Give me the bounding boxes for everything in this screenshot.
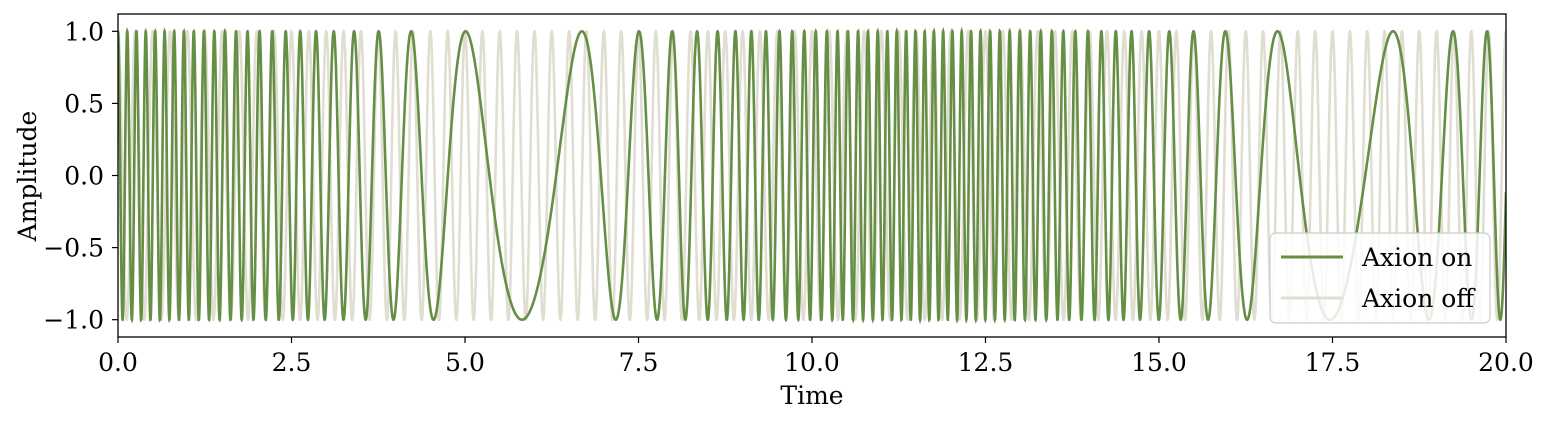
- y-tick-label: 0.5: [64, 89, 104, 118]
- x-tick-label: 7.5: [619, 348, 659, 377]
- legend-label-axion-on: Axion on: [1361, 243, 1472, 272]
- x-tick-label: 2.5: [272, 348, 312, 377]
- x-tick-label: 10.0: [784, 348, 840, 377]
- legend-label-axion-off: Axion off: [1361, 284, 1476, 313]
- y-axis: 1.0 0.5 0.0 −0.5 −1.0: [43, 17, 118, 335]
- x-tick-label: 12.5: [958, 348, 1014, 377]
- y-tick-label: 1.0: [64, 17, 104, 46]
- x-axis: 0.0 2.5 5.0 7.5 10.0 12.5 15.0 17.5 20.0: [98, 337, 1534, 377]
- x-tick-label: 5.0: [445, 348, 485, 377]
- x-tick-label: 15.0: [1131, 348, 1187, 377]
- y-axis-label: Amplitude: [13, 111, 42, 243]
- y-tick-label: 0.0: [64, 162, 104, 191]
- y-tick-label: −0.5: [43, 234, 104, 263]
- x-tick-label: 20.0: [1478, 348, 1534, 377]
- x-tick-label: 0.0: [98, 348, 138, 377]
- y-tick-label: −1.0: [43, 306, 104, 335]
- x-axis-label: Time: [780, 381, 843, 410]
- series-line-axion-on: [118, 26, 1506, 325]
- legend: Axion on Axion off: [1269, 232, 1491, 324]
- x-tick-label: 17.5: [1305, 348, 1361, 377]
